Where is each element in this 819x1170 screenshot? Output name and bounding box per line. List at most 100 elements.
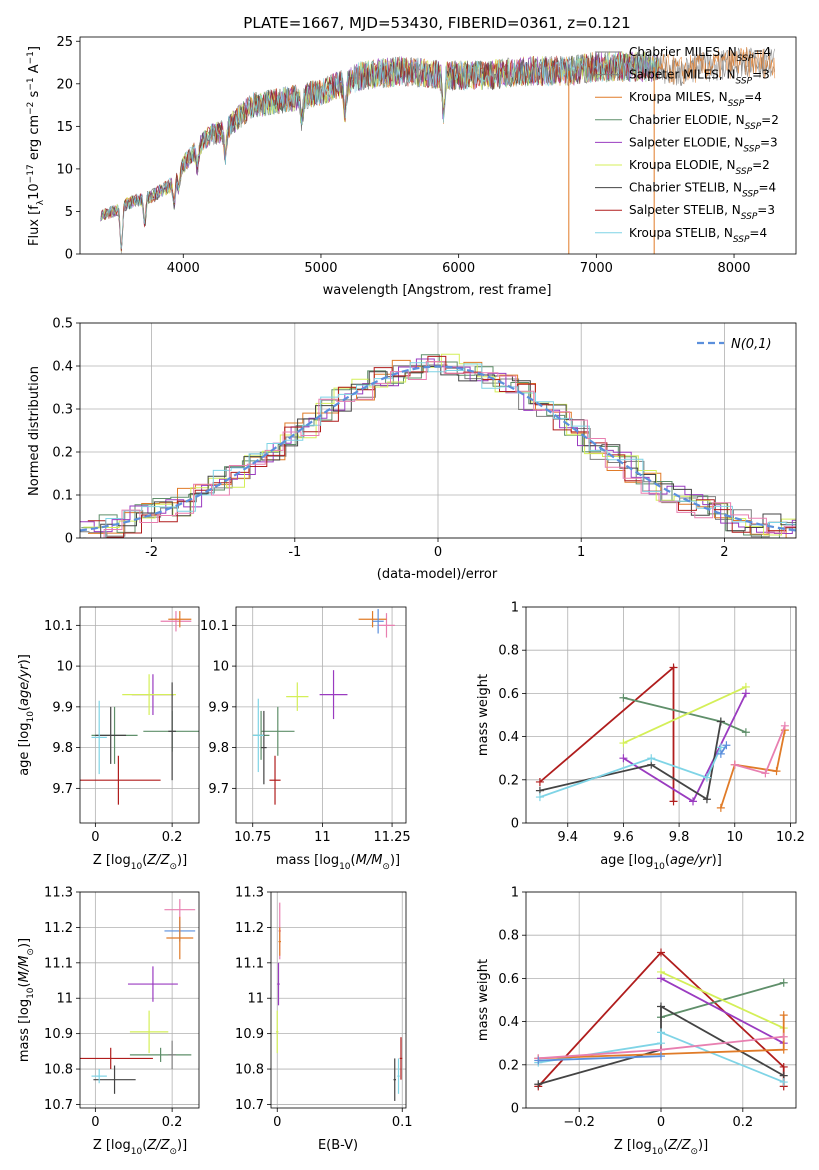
y-tick-label: 10.9 xyxy=(44,1027,73,1042)
weight-line xyxy=(660,977,785,1044)
error-bar-point xyxy=(91,700,107,775)
weight-marker xyxy=(535,793,544,802)
error-bar-point xyxy=(269,755,281,805)
plot-area-residuals xyxy=(80,353,796,538)
ticks-Z_mass: 0 0.2 10.7 10.8 10.9 11 11.1 11.2 11.3 xyxy=(44,886,182,1131)
weight-marker xyxy=(716,749,725,758)
weight-line xyxy=(719,729,786,809)
y-tick-label: 9.9 xyxy=(208,700,229,715)
panel-mass_age: 10.75 11 11.25 9.7 9.8 9.9 10 10.1 xyxy=(200,606,411,845)
x-axis-label: age [log10(age/yr)] xyxy=(600,853,722,872)
weight-marker xyxy=(657,974,665,983)
error-bar-point xyxy=(261,710,267,785)
y-tick-label: 25 xyxy=(56,35,73,50)
y-tick-label: 10 xyxy=(56,660,73,675)
x-axis-label: E(B-V) xyxy=(318,1138,358,1153)
axes-frame xyxy=(79,36,797,255)
weight-series xyxy=(716,741,731,758)
axes-frame xyxy=(270,891,407,1109)
y-tick-label: 0 xyxy=(65,248,73,263)
error-bar-point xyxy=(276,1010,279,1054)
histogram-line xyxy=(80,358,796,534)
error-bar-point xyxy=(91,1069,107,1084)
x-tick-label: 9.4 xyxy=(557,830,578,845)
legend-entry: Salpeter STELIB, NSSP=3 xyxy=(629,203,775,222)
panel-age_weight: 9.4 9.6 9.8 10 10.2 0 0.2 0.4 0.6 0.8 1 xyxy=(498,601,805,846)
weight-marker xyxy=(669,663,678,672)
y-tick-label: 15 xyxy=(56,120,73,135)
error-bar-point xyxy=(129,1010,169,1054)
weight-marker xyxy=(619,693,628,702)
y-tick-label: 10.8 xyxy=(235,1063,264,1078)
weight-series xyxy=(619,689,750,806)
weight-marker xyxy=(657,948,665,957)
error-bar-point xyxy=(378,613,395,638)
axes-frame xyxy=(79,606,200,824)
legend-spectrum: Chabrier MILES, NSSP=4 Salpeter MILES, NS… xyxy=(595,45,779,245)
weight-series xyxy=(534,1052,665,1065)
x-tick-label: 4000 xyxy=(167,261,200,276)
y-tick-label: 10 xyxy=(56,162,73,177)
ticks-mass_age: 10.75 11 11.25 9.7 9.8 9.9 10 10.1 xyxy=(200,619,411,845)
weight-marker xyxy=(761,769,770,778)
legend-entry: Kroupa MILES, NSSP=4 xyxy=(629,90,762,109)
panel-Z_mass: 0 0.2 10.7 10.8 10.9 11 11.1 11.2 11.3 xyxy=(44,886,200,1131)
weight-marker xyxy=(722,741,731,750)
gaussian-curve xyxy=(80,365,796,532)
y-tick-label: 11.1 xyxy=(44,956,73,971)
x-tick-label: −0.2 xyxy=(563,1115,595,1130)
error-bar-point xyxy=(160,611,192,632)
y-tick-label: 0.5 xyxy=(52,317,73,332)
weight-marker xyxy=(702,795,711,804)
y-tick-label: 0 xyxy=(511,817,519,832)
x-axis-label: Z [log10(Z/Z⊙)] xyxy=(93,853,187,872)
weight-marker xyxy=(657,1002,665,1011)
y-tick-label: 9.8 xyxy=(208,741,229,756)
x-tick-label: 5000 xyxy=(304,261,337,276)
y-tick-label: 0.2 xyxy=(498,1058,519,1073)
error-bar-point xyxy=(166,916,194,960)
chart-title: PLATE=1667, MJD=53430, FIBERID=0361, z=0… xyxy=(243,14,630,32)
y-tick-label: 0.4 xyxy=(498,1015,519,1030)
x-tick-label: 9.8 xyxy=(669,830,690,845)
axes-frame xyxy=(79,322,797,539)
x-tick-label: 2 xyxy=(720,545,728,560)
y-tick-label: 10.1 xyxy=(44,619,73,634)
y-tick-label: 10.7 xyxy=(44,1098,73,1113)
y-tick-label: 11 xyxy=(247,992,264,1007)
error-bar-point xyxy=(168,611,192,628)
y-tick-label: 10 xyxy=(212,660,229,675)
error-bar-point xyxy=(93,1065,136,1094)
x-tick-label: 0 xyxy=(91,1115,99,1130)
legend-residuals: N(0,1) xyxy=(697,337,772,352)
x-tick-label: -2 xyxy=(145,545,158,560)
y-tick-label: 11.2 xyxy=(235,921,264,936)
error-bar-point xyxy=(399,1037,403,1080)
weight-series xyxy=(730,721,789,778)
weight-marker xyxy=(716,803,725,812)
x-tick-label: 1 xyxy=(577,545,585,560)
error-bar-point xyxy=(372,609,384,634)
y-tick-label: 0.6 xyxy=(498,687,519,702)
ticks-residuals: -2 -1 0 1 2 0 0.1 0.2 0.3 0.4 0.5 xyxy=(52,317,728,561)
weight-marker xyxy=(779,1062,788,1071)
y-tick-label: 0 xyxy=(511,1102,519,1117)
weight-series xyxy=(535,743,725,802)
x-tick-label: 0 xyxy=(434,545,442,560)
weight-marker xyxy=(657,1028,665,1037)
histogram-line xyxy=(86,361,796,538)
error-bar-point xyxy=(95,706,127,764)
y-tick-label: 10.1 xyxy=(200,619,229,634)
y-tick-label: 0.2 xyxy=(498,773,519,788)
y-tick-label: 11.3 xyxy=(44,886,73,901)
legend-entry: Chabrier MILES, NSSP=4 xyxy=(629,45,771,64)
weight-marker xyxy=(534,1056,543,1065)
legend-entry: Salpeter ELODIE, NSSP=3 xyxy=(629,135,778,154)
weight-marker xyxy=(669,797,678,806)
plot-area-mass_age xyxy=(252,609,395,805)
weight-marker xyxy=(619,739,628,748)
x-tick-label: 8000 xyxy=(717,261,750,276)
y-tick-label: 0 xyxy=(65,532,73,547)
spectrum-line xyxy=(100,52,659,249)
